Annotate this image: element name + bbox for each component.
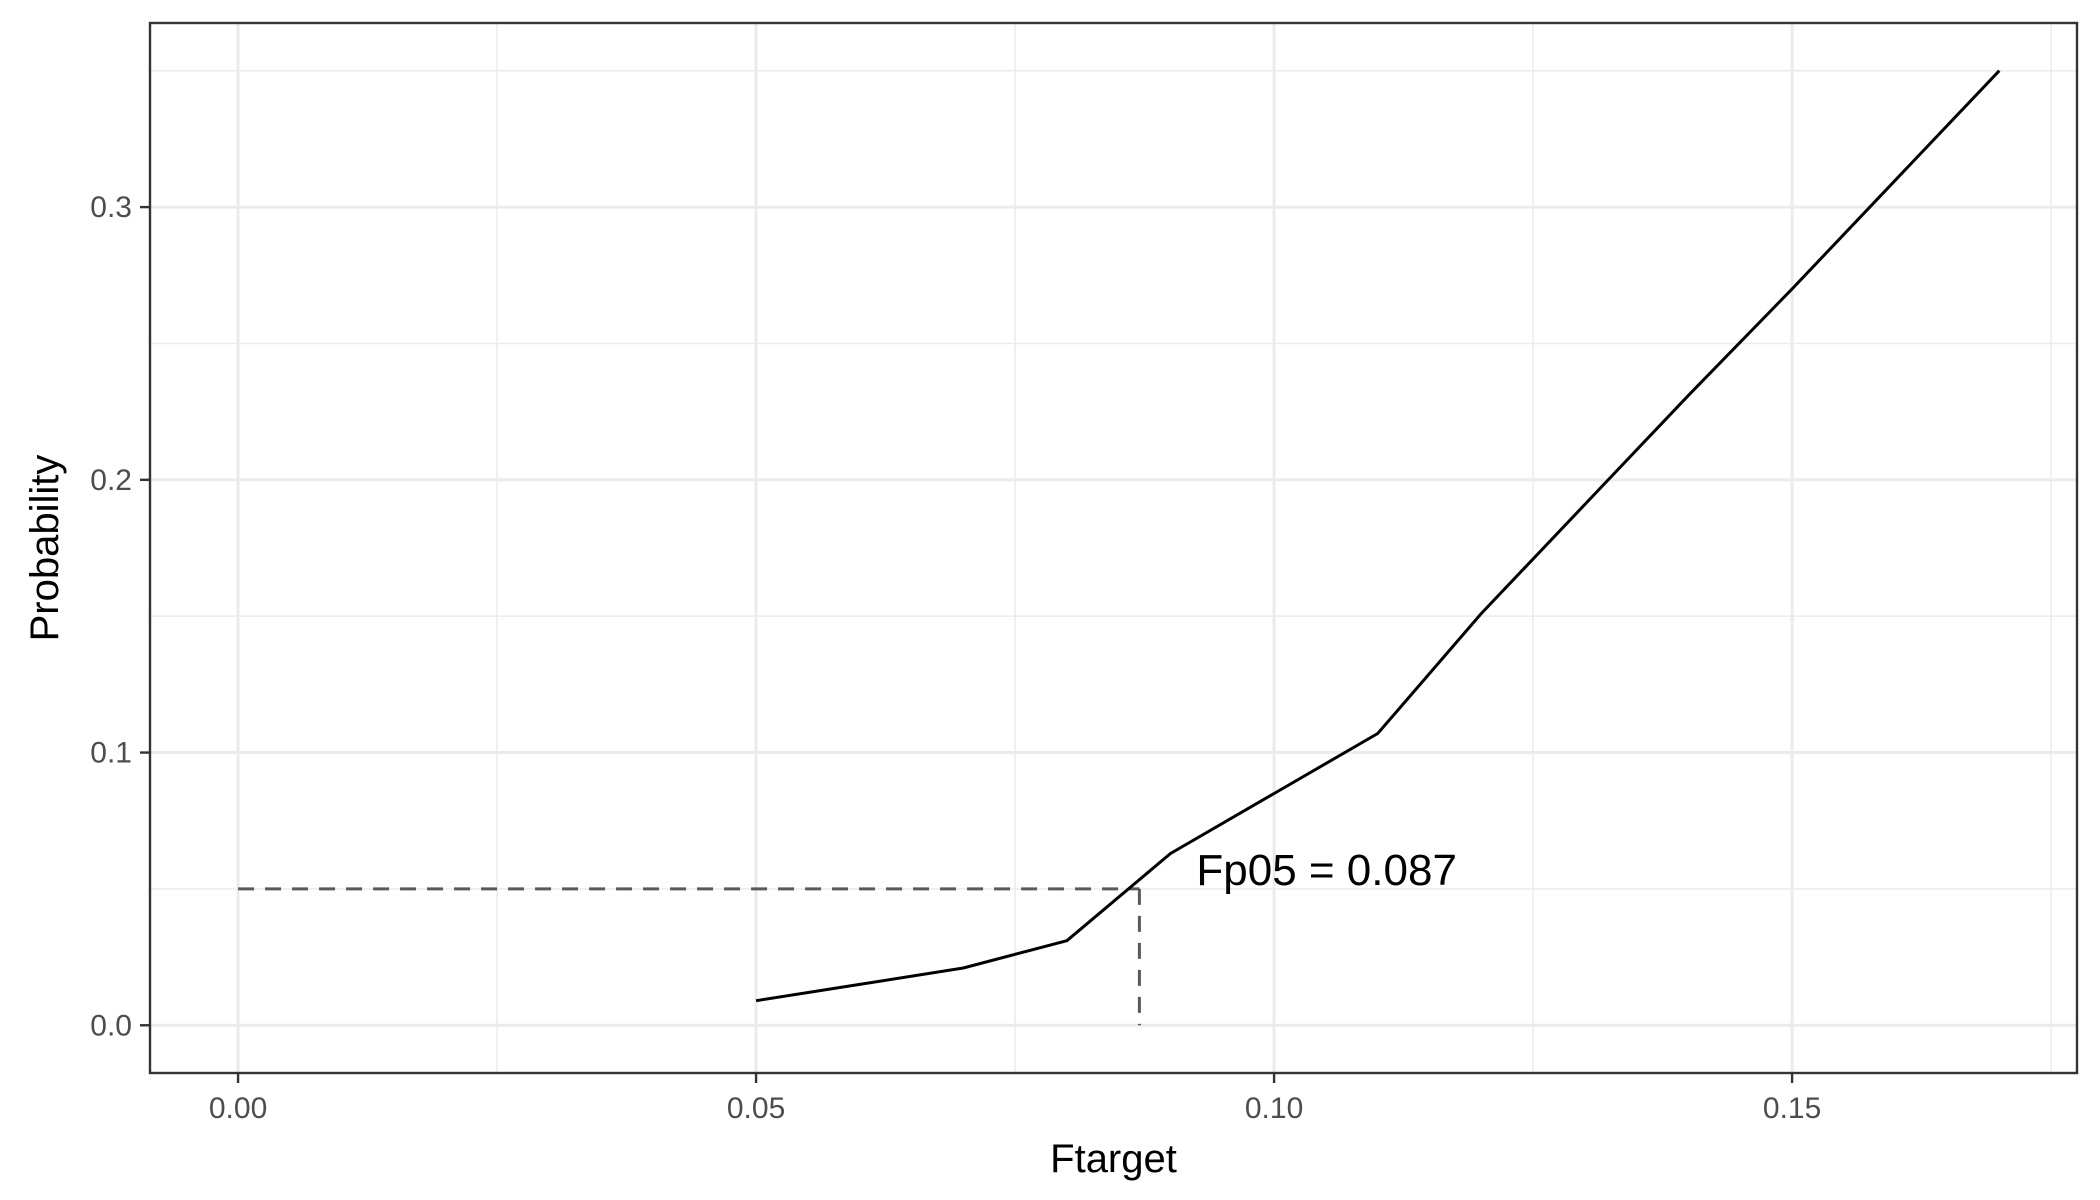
series-layer	[755, 69, 2001, 1003]
reference-lines	[238, 887, 1141, 1026]
annotation-fp05: Fp05 = 0.087	[1196, 846, 1457, 895]
x-tick-label: 0.00	[209, 1092, 267, 1125]
x-axis-title: Ftarget	[1050, 1137, 1177, 1181]
y-axis: 0.0 0.1 0.2 0.3	[90, 191, 150, 1042]
major-gridlines	[150, 23, 2077, 1073]
y-axis-title: Probability	[23, 455, 67, 642]
panel-border	[148, 21, 2079, 1075]
series-line	[755, 69, 2001, 1003]
y-tick-label: 0.2	[90, 464, 132, 497]
y-tick-label: 0.0	[90, 1009, 132, 1042]
x-tick-label: 0.15	[1763, 1092, 1821, 1125]
x-tick-label: 0.10	[1245, 1092, 1303, 1125]
x-axis: 0.00 0.05 0.10 0.15	[209, 1073, 1821, 1125]
y-tick-label: 0.1	[90, 737, 132, 770]
x-tick-label: 0.05	[727, 1092, 785, 1125]
y-tick-label: 0.3	[90, 191, 132, 224]
